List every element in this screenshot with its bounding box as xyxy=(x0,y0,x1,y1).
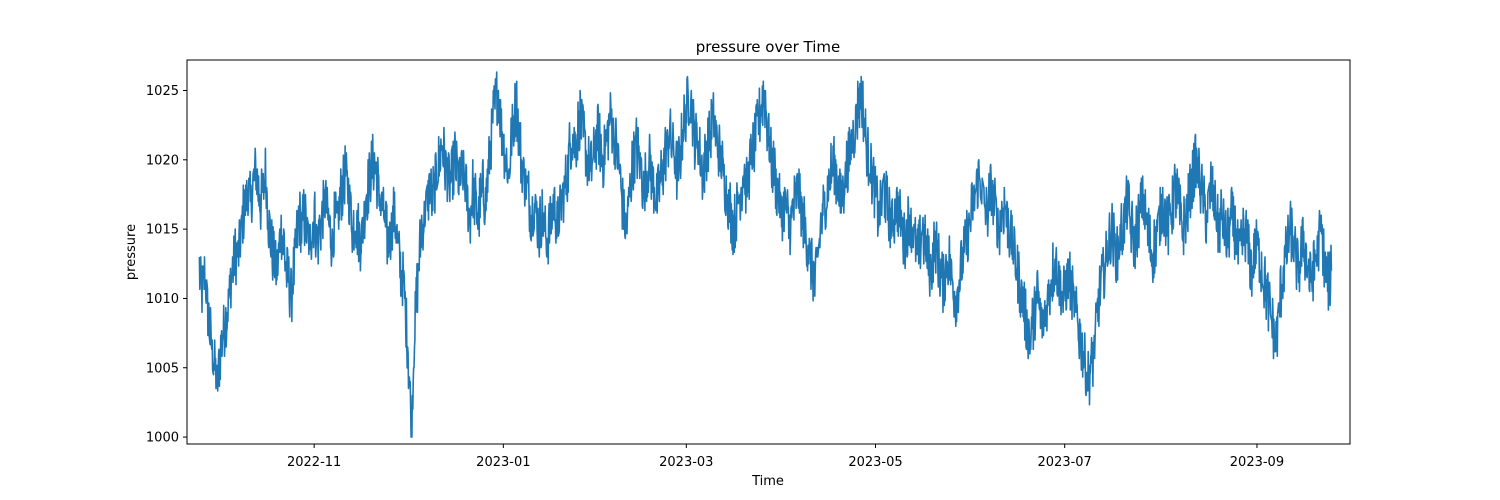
y-axis-label: pressure xyxy=(124,224,139,280)
x-tick-label: 2022-11 xyxy=(287,455,341,470)
x-axis-label: Time xyxy=(751,474,784,489)
plot-frame xyxy=(186,59,1351,445)
x-tick-label: 2023-01 xyxy=(476,455,530,470)
y-tick-label: 1000 xyxy=(146,431,179,446)
y-tick-label: 1020 xyxy=(146,153,179,168)
series-line-pressure xyxy=(198,71,1333,438)
y-tick-label: 1005 xyxy=(146,361,179,376)
y-tick-label: 1025 xyxy=(146,84,179,99)
chart-title: pressure over Time xyxy=(696,38,841,56)
x-tick-label: 2023-07 xyxy=(1038,455,1092,470)
x-tick-label: 2023-03 xyxy=(659,455,713,470)
x-tick-label: 2023-05 xyxy=(848,455,902,470)
y-tick-label: 1010 xyxy=(146,292,179,307)
y-tick-label: 1015 xyxy=(146,223,179,238)
x-axis-ticks: 2022-11 2023-01 2023-03 2023-05 2023-07 2023-… xyxy=(287,444,1284,470)
y-axis-ticks: 1000 1005 1010 1015 1020 1025 xyxy=(146,84,187,446)
x-tick-label: 2023-09 xyxy=(1230,455,1284,470)
